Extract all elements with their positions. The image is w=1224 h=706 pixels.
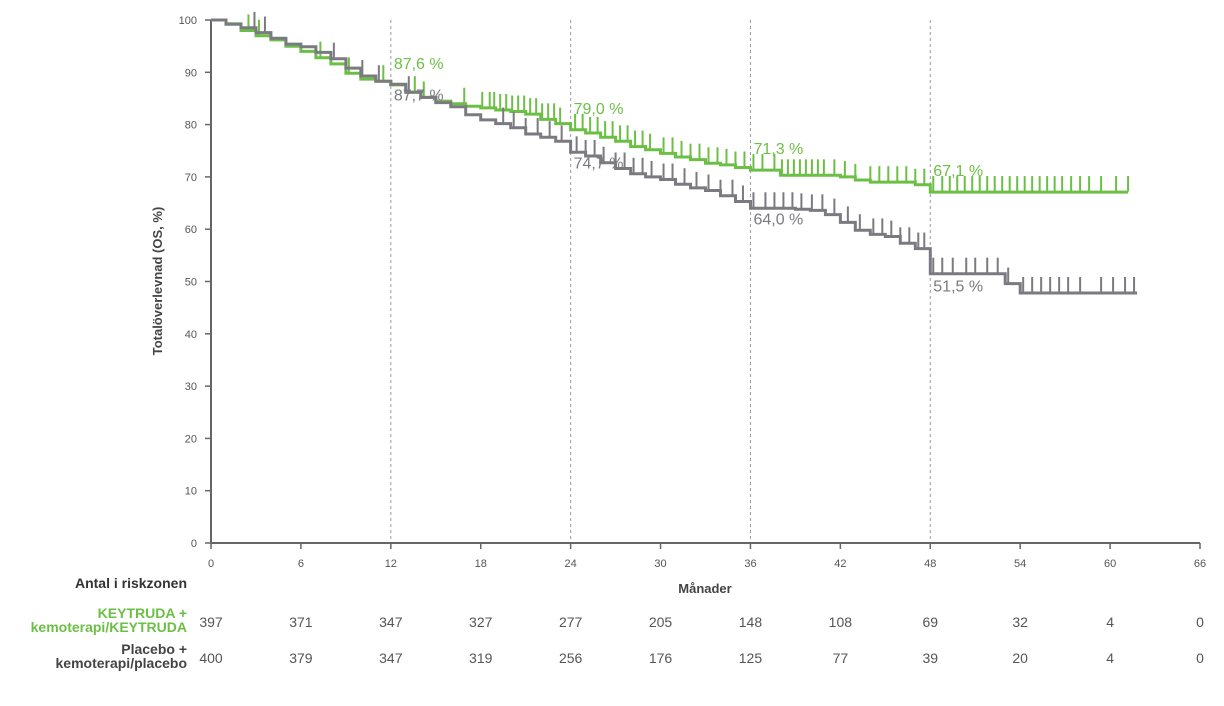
axes: 0 10 20 30 40 50 60 70 80 90 100 0 6 12 18 24 30 36 42 48 54… bbox=[179, 15, 1206, 570]
annotation-keytruda: 71,3 % bbox=[753, 141, 803, 158]
annotation-keytruda: 87,6 % bbox=[394, 56, 444, 73]
x-tick-label: 54 bbox=[1014, 558, 1026, 570]
annotation-placebo: 64,0 % bbox=[753, 211, 803, 228]
risk-value-keytruda: 32 bbox=[1012, 614, 1028, 630]
risk-row-label-keytruda: KEYTRUDA + bbox=[98, 605, 187, 621]
y-tick-label: 40 bbox=[185, 329, 197, 341]
risk-row-label-placebo: kemoterapi/placebo bbox=[56, 655, 188, 671]
y-tick-label: 10 bbox=[185, 486, 197, 498]
y-tick-label: 50 bbox=[185, 277, 197, 289]
risk-value-placebo: 125 bbox=[739, 650, 763, 666]
risk-value-placebo: 400 bbox=[199, 650, 223, 666]
series-line-keytruda bbox=[211, 18, 1129, 194]
y-tick-label: 0 bbox=[191, 538, 197, 550]
risk-value-keytruda: 397 bbox=[199, 614, 223, 630]
x-tick-label: 6 bbox=[298, 558, 304, 570]
risk-value-keytruda: 347 bbox=[379, 614, 403, 630]
annotation-keytruda: 79,0 % bbox=[574, 101, 624, 118]
x-axis-title: Månader bbox=[678, 581, 731, 596]
annotation-placebo: 51,5 % bbox=[933, 279, 983, 296]
risk-value-placebo: 379 bbox=[289, 650, 313, 666]
annotation-placebo: 74,7 % bbox=[574, 155, 624, 172]
risk-value-placebo: 20 bbox=[1012, 650, 1028, 666]
risk-value-keytruda: 327 bbox=[469, 614, 493, 630]
x-tick-label: 24 bbox=[565, 558, 577, 570]
risk-value-placebo: 4 bbox=[1106, 650, 1114, 666]
risk-value-keytruda: 371 bbox=[289, 614, 313, 630]
risk-row-label-placebo: Placebo + bbox=[121, 641, 187, 657]
x-tick-label: 18 bbox=[475, 558, 487, 570]
y-tick-label: 30 bbox=[185, 381, 197, 393]
risk-value-keytruda: 108 bbox=[829, 614, 853, 630]
risk-value-keytruda: 69 bbox=[922, 614, 938, 630]
x-tick-label: 12 bbox=[385, 558, 397, 570]
x-tick-label: 42 bbox=[834, 558, 846, 570]
reference-lines bbox=[390, 20, 931, 543]
risk-value-placebo: 77 bbox=[833, 650, 849, 666]
x-tick-label: 66 bbox=[1194, 558, 1206, 570]
y-tick-label: 100 bbox=[179, 15, 197, 27]
risk-value-placebo: 319 bbox=[469, 650, 493, 666]
risk-value-keytruda: 0 bbox=[1196, 614, 1204, 630]
risk-value-placebo: 39 bbox=[922, 650, 938, 666]
risk-table-title: Antal i riskzonen bbox=[75, 575, 187, 591]
x-tick-label: 30 bbox=[654, 558, 666, 570]
y-tick-label: 60 bbox=[185, 224, 197, 236]
risk-value-placebo: 347 bbox=[379, 650, 403, 666]
risk-value-keytruda: 205 bbox=[649, 614, 673, 630]
x-tick-label: 48 bbox=[924, 558, 936, 570]
risk-row-label-keytruda: kemoterapi/KEYTRUDA bbox=[31, 619, 187, 635]
risk-value-keytruda: 277 bbox=[559, 614, 583, 630]
risk-table: Antal i riskzonen KEYTRUDA +kemoterapi/K… bbox=[31, 575, 1204, 671]
annotation-keytruda: 67,1 % bbox=[933, 163, 983, 180]
y-tick-label: 70 bbox=[185, 172, 197, 184]
y-tick-label: 20 bbox=[185, 433, 197, 445]
x-tick-label: 60 bbox=[1104, 558, 1116, 570]
annotation-placebo: 87,7 % bbox=[394, 87, 444, 104]
risk-value-placebo: 176 bbox=[649, 650, 673, 666]
risk-value-placebo: 256 bbox=[559, 650, 583, 666]
risk-value-placebo: 0 bbox=[1196, 650, 1204, 666]
y-tick-label: 90 bbox=[185, 67, 197, 79]
x-tick-label: 0 bbox=[208, 558, 214, 570]
y-tick-label: 80 bbox=[185, 120, 197, 132]
x-tick-label: 36 bbox=[744, 558, 756, 570]
landmark-annotations: 87,6 % 79,0 % 71,3 % 67,1 % 87,7 % 74,7 % 64,0… bbox=[394, 56, 983, 296]
y-axis-title: Totalöverlevnad (OS, %) bbox=[150, 207, 165, 356]
risk-value-keytruda: 148 bbox=[739, 614, 763, 630]
risk-value-keytruda: 4 bbox=[1106, 614, 1114, 630]
survival-curves bbox=[211, 11, 1138, 295]
